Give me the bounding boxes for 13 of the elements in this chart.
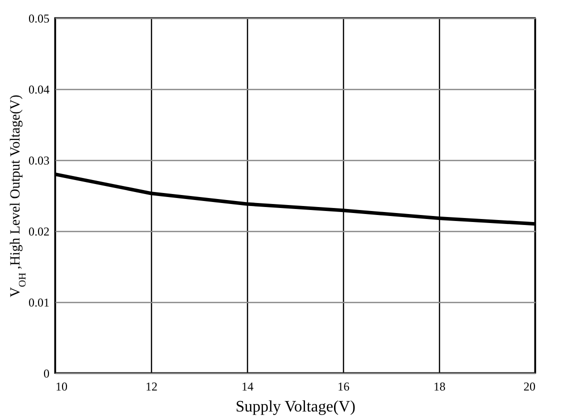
x-tick-label: 10 bbox=[56, 380, 68, 394]
x-tick-label: 12 bbox=[146, 380, 158, 394]
y-tick-label: 0.05 bbox=[28, 12, 50, 26]
y-tick-label: 0.04 bbox=[28, 82, 50, 96]
y-tick-label: 0.01 bbox=[28, 296, 50, 310]
x-tick-label: 14 bbox=[242, 380, 254, 394]
y-tick-label: 0.03 bbox=[28, 154, 50, 168]
x-tick-label: 20 bbox=[524, 380, 536, 394]
y-tick-label: 0.02 bbox=[28, 224, 50, 238]
x-tick-label: 18 bbox=[434, 380, 446, 394]
y-tick-label: 0 bbox=[44, 366, 50, 380]
x-axis-title: Supply Voltage(V) bbox=[236, 398, 356, 416]
x-tick-label: 16 bbox=[338, 380, 350, 394]
